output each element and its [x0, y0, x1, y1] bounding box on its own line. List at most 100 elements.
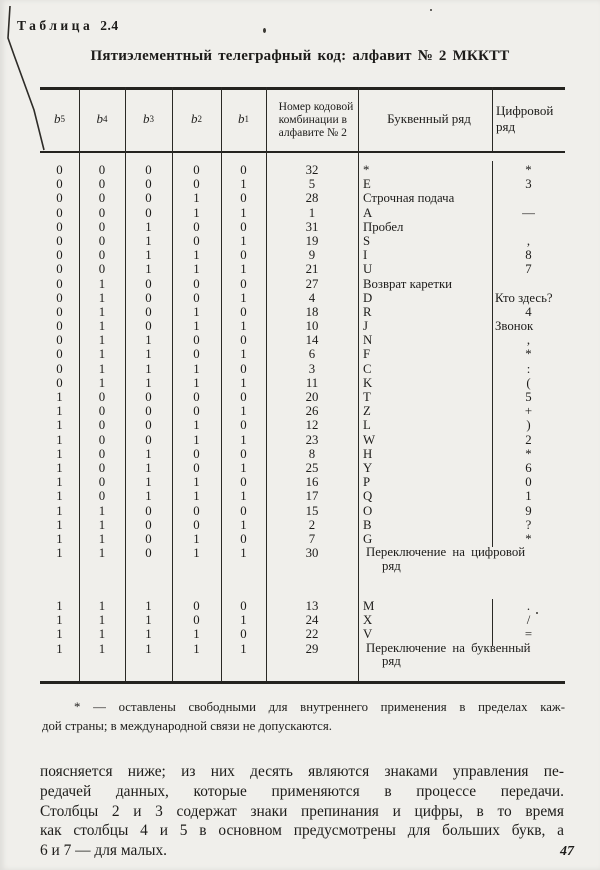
column-divider	[79, 87, 81, 681]
digit-cell: *	[525, 446, 532, 461]
table-row: 1 0 0 1 1 23 W 2	[40, 433, 565, 447]
letter-cell: Строчная подача	[363, 191, 455, 206]
letter-cell: P	[363, 475, 371, 490]
bit-cell: 0	[145, 404, 152, 419]
bit-cell: 1	[193, 475, 200, 490]
bit-cell: 0	[240, 627, 247, 642]
bit-cell: 1	[56, 613, 63, 628]
code-number-cell: 4	[308, 290, 316, 305]
table-row: 1 1 0 0 0 15 O 9	[40, 504, 565, 518]
letter-cell: E	[363, 177, 371, 192]
code-number-cell: 28	[305, 191, 319, 206]
letter-cell: *	[363, 163, 370, 177]
digit-cell: 2	[525, 432, 532, 447]
bit-cell: 0	[240, 248, 247, 263]
digit-cell: )	[526, 418, 531, 433]
code-number-cell: 18	[305, 304, 319, 319]
bit-cell: 1	[98, 531, 106, 546]
bit-cell: 1	[98, 627, 106, 642]
code-number-cell: 32	[305, 163, 319, 177]
bit-cell: 0	[56, 205, 63, 220]
bit-cell: 1	[240, 262, 247, 277]
letter-cell: Пробел	[363, 219, 404, 234]
digit-cell: (	[526, 375, 531, 390]
code-number-cell: 20	[305, 390, 319, 404]
scan-speck	[430, 9, 432, 11]
bit-cell: 1	[145, 233, 152, 248]
bit-cell: 0	[145, 276, 152, 291]
bit-cell: 0	[193, 517, 200, 532]
bit-cell: 1	[56, 418, 63, 433]
digit-cell	[492, 220, 565, 234]
bit-cell: 0	[145, 517, 152, 532]
bit-cell: 0	[193, 599, 200, 613]
bit-cell: 1	[240, 546, 247, 561]
digit-cell: *	[525, 347, 532, 362]
bit-cell: 1	[145, 347, 152, 362]
bit-cell: 0	[193, 460, 200, 475]
bit-cell: 1	[240, 177, 247, 192]
table-row: 1 1 0 1 0 7 G *	[40, 532, 565, 546]
bit-cell: 1	[240, 319, 247, 334]
bit-cell: 0	[193, 233, 200, 248]
bit-cell: 1	[56, 517, 63, 532]
table-caption-word: Таблица	[17, 18, 94, 33]
bit-cell: 0	[56, 262, 63, 277]
bit-cell: 0	[240, 333, 247, 348]
bit-cell: 1	[145, 333, 152, 348]
letter-cell: A	[363, 205, 373, 220]
bit-cell: 1	[240, 233, 247, 248]
bit-cell: 0	[145, 177, 152, 192]
code-number-cell: 22	[305, 627, 319, 642]
letter-cell: F	[363, 347, 371, 362]
header-digit-series: Цифровой ряд	[496, 103, 554, 134]
bit-cell: 0	[56, 276, 63, 291]
code-number-cell: 8	[308, 446, 316, 461]
bit-cell: 0	[56, 177, 63, 192]
digit-cell: =	[524, 627, 533, 642]
letter-cell: M	[363, 599, 375, 613]
code-number-cell: 27	[305, 276, 319, 291]
bit-cell: 0	[145, 304, 152, 319]
table-row: 0 1 0 1 0 18 R 4	[40, 305, 565, 319]
bit-cell: 0	[193, 290, 200, 305]
digit-cell	[492, 191, 565, 205]
table-row: 0 0 0 1 1 1 A —	[40, 206, 565, 220]
digit-cell: .	[526, 599, 531, 613]
bit-cell: 0	[98, 205, 106, 220]
bit-cell: 0	[56, 219, 63, 234]
bit-cell: 0	[145, 432, 152, 447]
column-divider	[492, 87, 494, 151]
letter-cell: L	[363, 418, 371, 433]
bit-cell: 1	[145, 262, 152, 277]
bit-cell: 1	[98, 290, 106, 305]
code-number-cell: 21	[305, 262, 319, 277]
bit-cell: 0	[193, 390, 200, 404]
bit-cell: 1	[240, 205, 247, 220]
table-bottom-border	[40, 681, 565, 684]
footnote-line: дой страны; в международной связи не доп…	[42, 719, 332, 733]
bit-cell: 0	[98, 191, 106, 206]
letter-cell: Z	[363, 404, 371, 419]
digit-cell: 5	[525, 390, 532, 404]
digit-cell: *	[525, 163, 532, 177]
digit-cell: 3	[525, 177, 532, 192]
bit-cell: 0	[56, 304, 63, 319]
bit-cell: 0	[98, 177, 106, 192]
bit-cell: 1	[145, 219, 152, 234]
body-paragraph: поясняется ниже; из них десять являются …	[40, 762, 564, 861]
bit-cell: 1	[98, 375, 106, 390]
letter-cell: B	[363, 517, 372, 532]
bit-cell: 1	[98, 304, 106, 319]
bit-cell: 1	[56, 404, 63, 419]
bit-cell: 0	[145, 163, 152, 177]
bit-cell: 0	[240, 418, 247, 433]
bit-cell: 0	[98, 390, 106, 404]
bit-cell: 1	[145, 375, 152, 390]
code-number-cell: 7	[308, 531, 316, 546]
bit-cell: 1	[98, 641, 106, 656]
bit-cell: 1	[145, 641, 152, 656]
bit-cell: 1	[193, 319, 200, 334]
table-row: 0 0 0 0 1 5 E 3	[40, 177, 565, 191]
